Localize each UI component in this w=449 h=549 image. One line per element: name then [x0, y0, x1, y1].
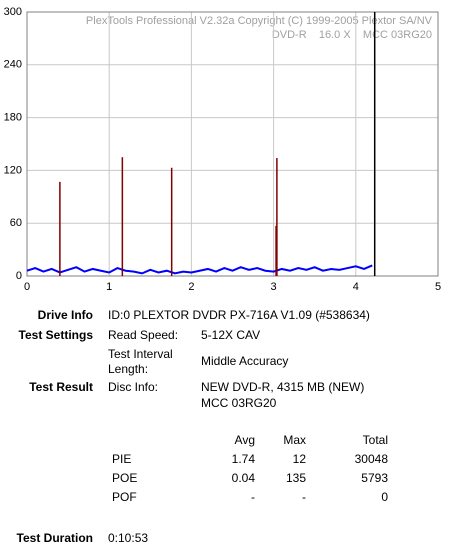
label: Read Speed:: [108, 328, 179, 342]
x-tick-label: 2: [188, 281, 194, 293]
label: Test Duration: [16, 531, 93, 545]
cell: 0.04: [231, 471, 255, 485]
annotation: DVD-R 16.0 X MCC 03RG20: [272, 29, 432, 41]
label: Test Settings: [18, 328, 93, 342]
row-label: POF: [112, 490, 137, 504]
cell: 5793: [361, 471, 388, 485]
value: 5-12X CAV: [201, 328, 261, 342]
chart: PlexTools Professional V2.32a Copyright …: [4, 6, 441, 293]
column-header: Total: [362, 433, 388, 447]
annotation: PlexTools Professional V2.32a Copyright …: [86, 15, 433, 27]
cell: 30048: [354, 452, 388, 466]
cell: 12: [292, 452, 306, 466]
value: Middle Accuracy: [201, 354, 289, 368]
row-label: POE: [112, 471, 138, 485]
column-header: Avg: [234, 433, 255, 447]
column-header: Max: [283, 433, 306, 447]
value: 0:10:53: [108, 531, 149, 545]
y-tick-label: 120: [4, 164, 22, 176]
label: Test Interval Length:: [108, 347, 173, 376]
value: NEW DVD-R, 4315 MB (NEW): [201, 380, 365, 394]
cell: 135: [285, 471, 306, 485]
cell: -: [302, 490, 306, 504]
cell: 0: [381, 490, 388, 504]
value: ID:0 PLEXTOR DVDR PX-716A V1.09 (#538634…: [108, 308, 370, 322]
x-tick-label: 3: [271, 281, 277, 293]
y-tick-label: 240: [4, 59, 22, 71]
x-tick-label: 4: [353, 281, 359, 293]
y-tick-label: 0: [16, 270, 22, 282]
x-tick-label: 1: [106, 281, 112, 293]
label: Drive Info: [37, 308, 93, 322]
value: MCC 03RG20: [201, 396, 277, 410]
label: Disc Info:: [108, 380, 159, 394]
row-label: PIE: [112, 452, 132, 466]
x-tick-label: 0: [24, 281, 30, 293]
cell: 1.74: [231, 452, 255, 466]
cell: -: [251, 490, 255, 504]
y-tick-label: 60: [10, 217, 22, 229]
line: [26, 264, 373, 275]
plot-frame: [26, 11, 439, 277]
label: Test Result: [29, 380, 93, 394]
y-tick-label: 300: [4, 6, 22, 18]
y-tick-label: 180: [4, 112, 22, 124]
x-tick-label: 5: [435, 281, 441, 293]
